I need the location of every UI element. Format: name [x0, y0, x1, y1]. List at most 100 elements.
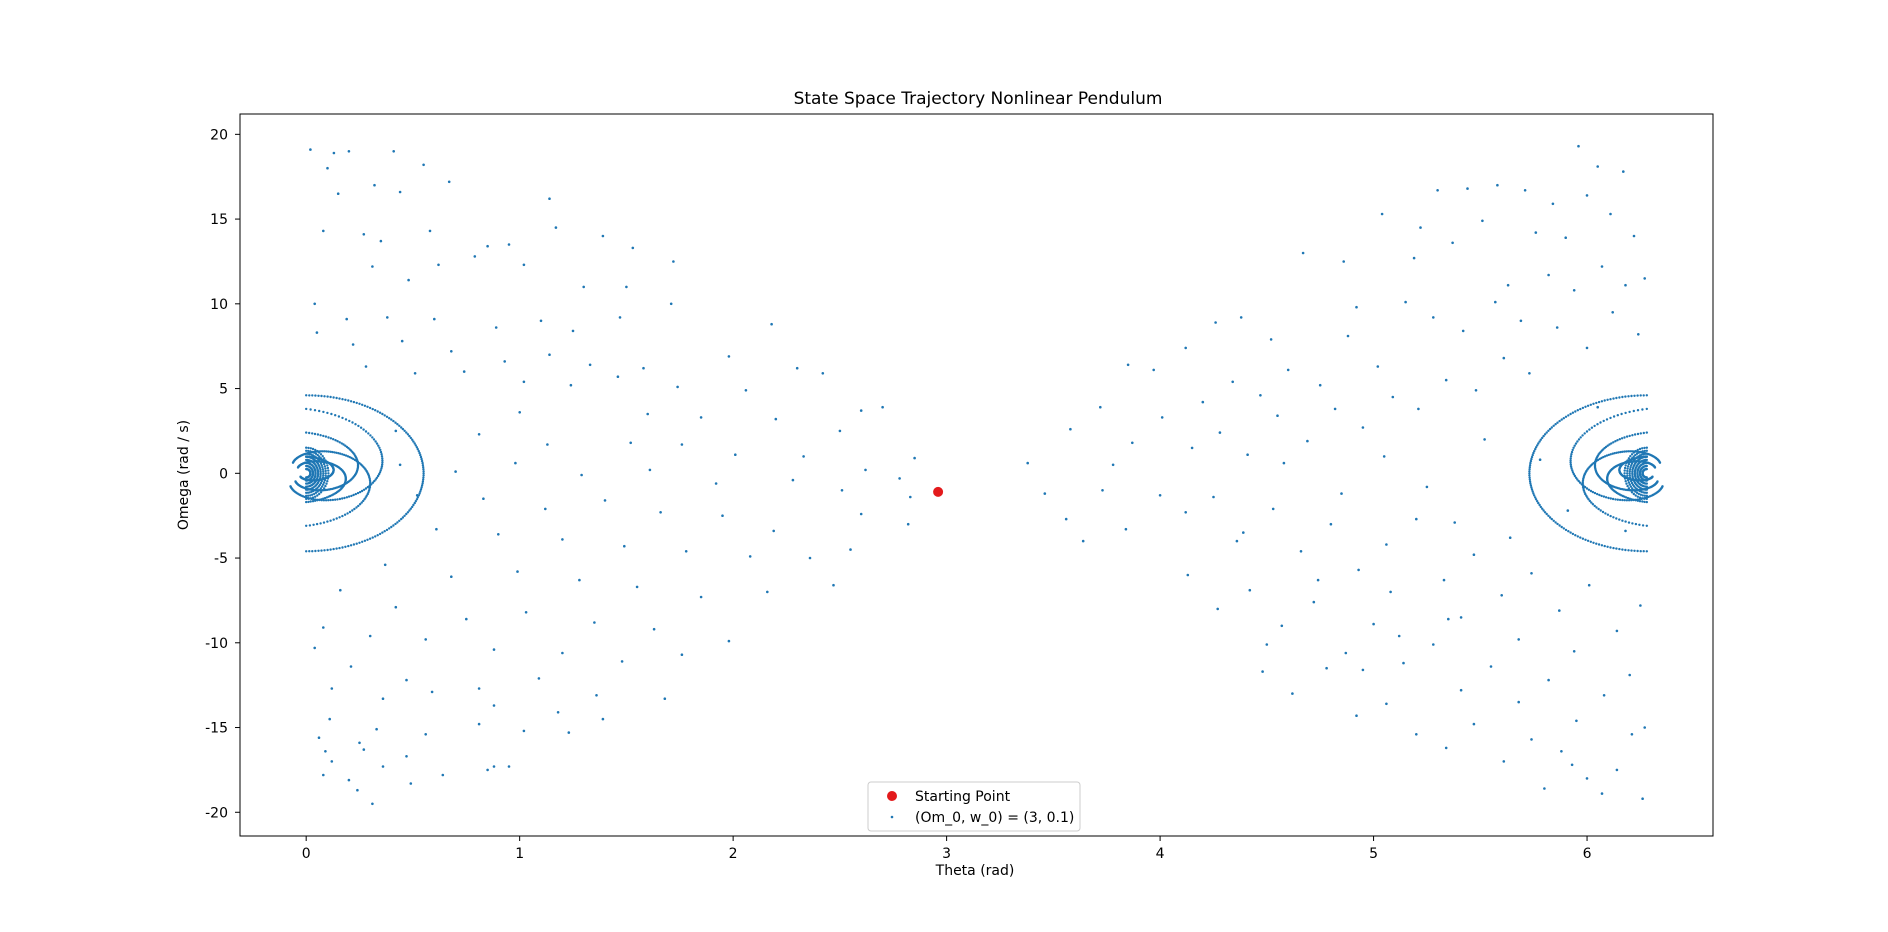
trajectory-point	[363, 539, 367, 542]
trajectory-point	[326, 395, 329, 398]
trajectory-point	[1453, 521, 1456, 524]
trajectory-point	[314, 448, 317, 452]
trajectory-point	[343, 453, 346, 457]
trajectory-point	[364, 365, 368, 368]
trajectory-point	[314, 394, 317, 397]
trajectory-point	[1641, 450, 1644, 453]
trajectory-point	[1415, 517, 1418, 521]
trajectory-point	[305, 431, 308, 434]
trajectory-point	[374, 409, 377, 412]
trajectory-point	[390, 418, 393, 421]
trajectory-point	[311, 550, 314, 553]
trajectory-point	[1551, 202, 1555, 206]
trajectory-point	[1615, 396, 1618, 400]
trajectory-point	[1461, 329, 1465, 333]
trajectory-point	[337, 452, 340, 455]
trajectory-point	[648, 468, 652, 472]
trajectory-point	[1567, 530, 1570, 533]
trajectory-point	[323, 465, 327, 468]
trajectory-point	[1543, 433, 1547, 436]
trajectory-point	[1301, 251, 1305, 255]
trajectory-point	[413, 372, 417, 375]
trajectory-point	[345, 317, 349, 321]
trajectory-point	[305, 458, 308, 462]
trajectory-point	[403, 429, 406, 432]
trajectory-point	[1231, 380, 1234, 384]
trajectory-point	[554, 226, 558, 229]
trajectory-point	[322, 410, 325, 414]
trajectory-point	[368, 406, 372, 410]
trajectory-point	[1617, 451, 1620, 454]
trajectory-point	[381, 697, 385, 700]
trajectory-point	[1630, 453, 1634, 456]
trajectory-point	[1625, 482, 1628, 485]
trajectory-point	[1612, 516, 1615, 519]
trajectory-point	[808, 556, 812, 560]
trajectory-point	[400, 517, 403, 521]
trajectory-point	[1632, 492, 1636, 496]
trajectory-point	[335, 451, 338, 454]
trajectory-point	[374, 440, 377, 443]
trajectory-point	[334, 414, 337, 417]
trajectory-point	[1318, 383, 1322, 387]
trajectory-point	[1558, 609, 1561, 612]
trajectory-point	[322, 229, 325, 233]
trajectory-point	[381, 457, 384, 460]
trajectory-point	[401, 516, 405, 519]
trajectory-point	[1529, 482, 1532, 485]
trajectory-point	[317, 394, 320, 397]
trajectory-point	[1261, 670, 1264, 673]
x-tick-label: 3	[942, 846, 951, 862]
trajectory-point	[1634, 499, 1638, 502]
trajectory-point	[380, 455, 384, 458]
trajectory-point	[1621, 548, 1624, 551]
trajectory-point	[332, 547, 335, 551]
trajectory-point	[684, 550, 688, 553]
trajectory-point	[864, 468, 867, 472]
trajectory-point	[1588, 428, 1591, 431]
trajectory-point	[1623, 499, 1626, 502]
trajectory-point	[398, 190, 402, 194]
trajectory-point	[388, 417, 391, 420]
trajectory-point	[1645, 452, 1649, 455]
trajectory-point	[1600, 544, 1604, 547]
trajectory-point	[305, 550, 308, 553]
trajectory-point	[1579, 536, 1582, 539]
trajectory-point	[1639, 394, 1642, 397]
trajectory-point	[324, 467, 327, 470]
trajectory-point	[345, 496, 349, 499]
trajectory-point	[311, 500, 315, 503]
trajectory-point	[1626, 474, 1629, 477]
trajectory-point	[325, 450, 328, 453]
trajectory-point	[374, 478, 377, 481]
trajectory-point	[322, 481, 326, 484]
x-axis-ticks: 0 1 2 3 4 5 6	[302, 836, 1592, 862]
trajectory-point	[1391, 395, 1395, 399]
trajectory-point	[1656, 480, 1659, 483]
trajectory-point	[305, 407, 308, 411]
trajectory-point	[371, 265, 374, 268]
trajectory-point	[1569, 461, 1572, 464]
trajectory-point	[1357, 568, 1360, 572]
trajectory-point	[859, 409, 863, 412]
trajectory-point	[379, 469, 382, 472]
trajectory-point	[1502, 356, 1506, 360]
trajectory-point	[1571, 471, 1575, 474]
trajectory-point	[385, 528, 389, 532]
trajectory-point	[362, 428, 365, 431]
trajectory-point	[319, 434, 322, 437]
trajectory-point	[400, 426, 403, 429]
trajectory-point	[1615, 768, 1619, 772]
trajectory-point	[1618, 396, 1621, 399]
trajectory-point	[1636, 499, 1640, 502]
trajectory-point	[571, 329, 575, 333]
trajectory-point	[1534, 496, 1537, 499]
trajectory-point	[368, 484, 372, 487]
trajectory-point	[1632, 409, 1636, 413]
trajectory-point	[324, 435, 328, 438]
trajectory-point	[1528, 476, 1531, 479]
trajectory-point	[1560, 750, 1563, 753]
trajectory-point	[1531, 453, 1534, 457]
trajectory-point	[1588, 499, 1592, 503]
trajectory-point	[308, 524, 312, 527]
